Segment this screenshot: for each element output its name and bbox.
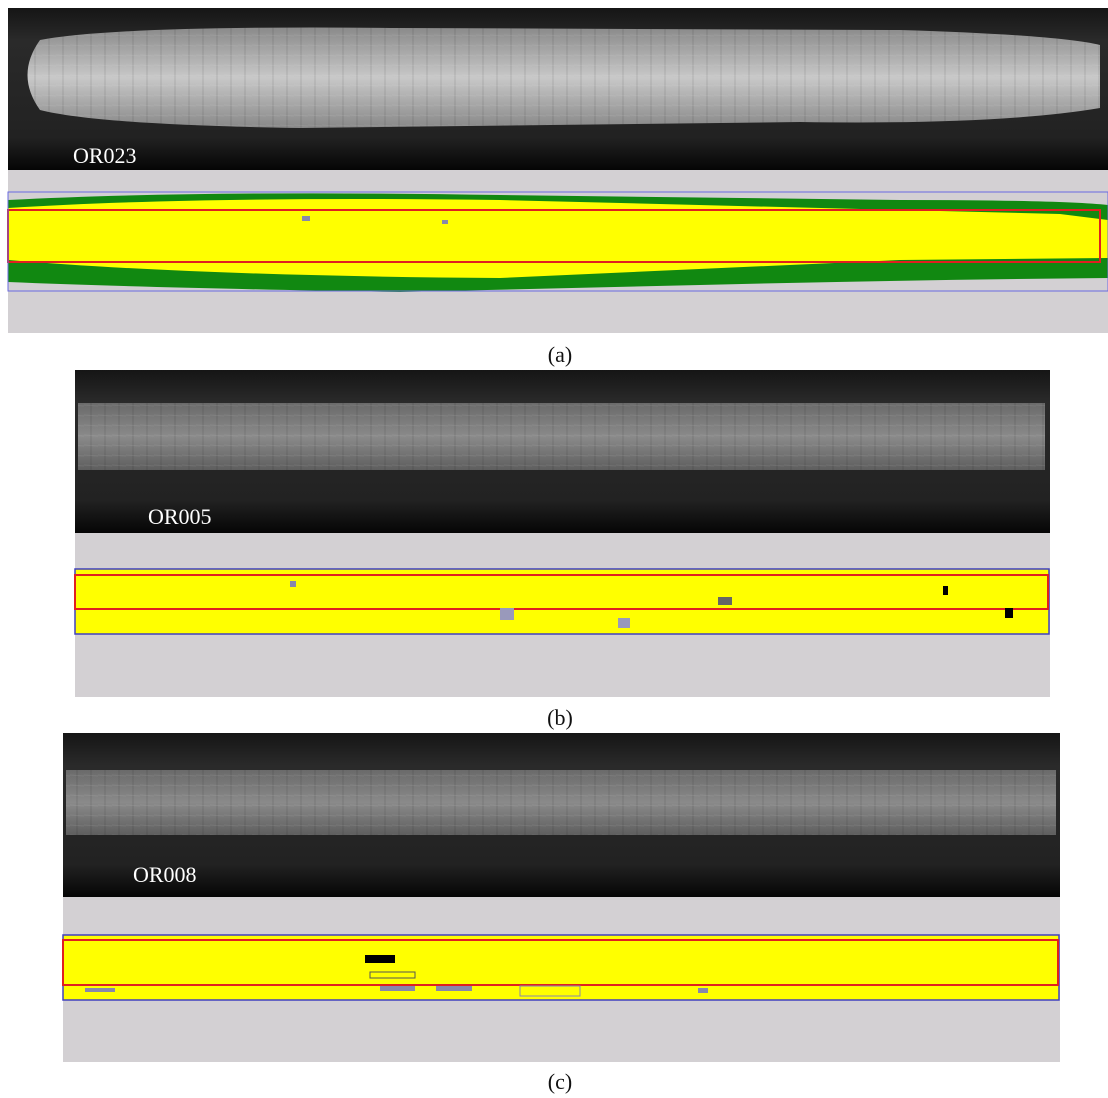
sample-label: OR008 — [133, 862, 197, 887]
panel-a: OR023 (a) — [8, 8, 1108, 367]
defect — [290, 581, 296, 587]
grain-texture — [28, 28, 1101, 129]
defect — [500, 608, 514, 620]
defect — [618, 618, 630, 628]
defect — [1005, 608, 1013, 618]
defect — [380, 986, 415, 991]
defect — [85, 988, 115, 992]
grain-texture — [78, 403, 1045, 470]
sample-label: OR023 — [73, 143, 137, 168]
defect — [436, 986, 472, 991]
panel-c: OR008 (c) — [63, 733, 1060, 1094]
figure: OR023 (a) OR005 (b) OR008 — [0, 0, 1108, 1098]
defect — [365, 955, 395, 963]
caption: (b) — [547, 705, 573, 730]
panel-b: OR005 (b) — [75, 370, 1050, 730]
defect — [698, 988, 708, 993]
caption: (c) — [548, 1069, 572, 1094]
caption: (a) — [548, 342, 572, 367]
defect — [442, 220, 448, 224]
defect — [943, 586, 948, 595]
defect — [302, 216, 310, 221]
page: OR023 (a) OR005 (b) OR008 — [0, 0, 1108, 1098]
clear-wood-region — [75, 569, 1049, 634]
defect — [718, 597, 732, 605]
sample-label: OR005 — [148, 504, 212, 529]
grain-texture — [66, 770, 1056, 835]
clear-wood-region — [63, 935, 1059, 1000]
